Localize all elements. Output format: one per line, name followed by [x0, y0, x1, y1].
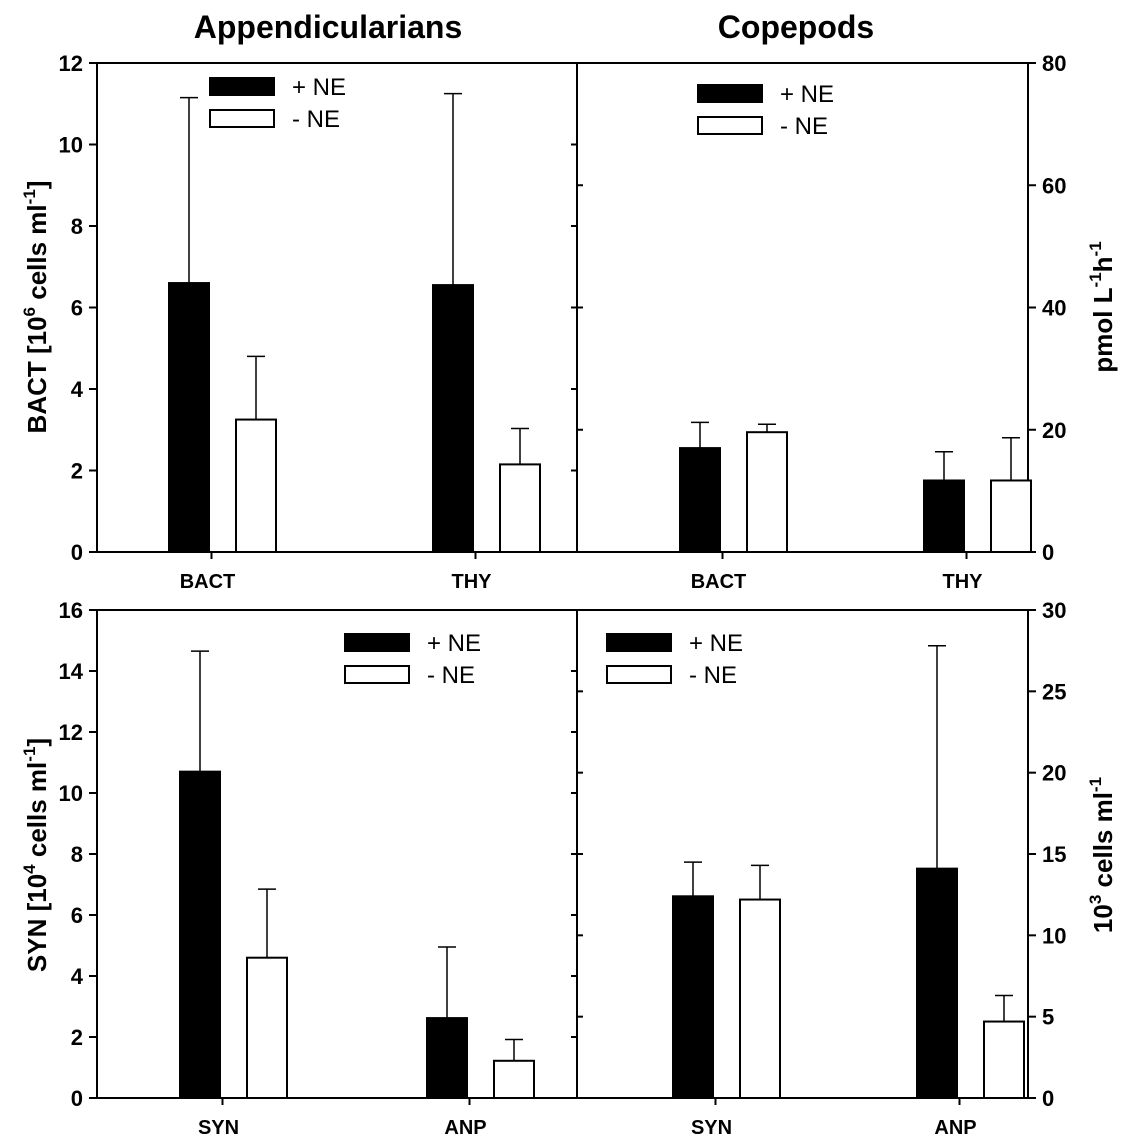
column-title-copepods: Copepods — [718, 9, 874, 45]
y-tick-label: 12 — [59, 51, 83, 76]
bar-plus-ne — [672, 895, 714, 1099]
legend-label-minus-ne: - NE — [427, 662, 475, 689]
plot-frame — [96, 609, 578, 1099]
bar-minus-ne — [499, 463, 541, 554]
y-tick-label: 80 — [1042, 51, 1066, 76]
y-tick-label: 60 — [1042, 173, 1066, 198]
y-tick-label: 0 — [71, 1086, 83, 1111]
legend-swatch-plus-ne — [606, 633, 672, 652]
bar-plus-ne — [179, 770, 221, 1100]
y-tick-label: 14 — [59, 659, 84, 684]
legend-swatch-minus-ne — [344, 665, 410, 684]
y-tick-label: 10 — [59, 781, 83, 806]
y-tick-label: 15 — [1042, 842, 1066, 867]
y-tick-label: 5 — [1042, 1005, 1054, 1030]
x-category-label: SYN — [198, 1117, 239, 1139]
panel-copepods-syn-anp: 0 5 10 15 20 25 30 SYN ANP + NE - NE — [576, 598, 1066, 1139]
y-tick-label: 16 — [59, 598, 83, 623]
legend-label-plus-ne: + NE — [780, 81, 834, 108]
x-category-label: SYN — [691, 1117, 732, 1139]
column-title-appendicularians: Appendicularians — [194, 9, 463, 45]
y-tick-label: 0 — [71, 540, 83, 565]
panel-appendicularians-syn-anp: 0 2 4 6 8 10 12 14 16 SYN ANP + NE - NE — [59, 598, 578, 1139]
legend: + NE - NE — [606, 630, 743, 689]
x-category-label: ANP — [444, 1117, 486, 1139]
legend-swatch-minus-ne — [697, 116, 763, 135]
y-tick-label: 12 — [59, 720, 83, 745]
bar-minus-ne — [746, 431, 788, 554]
y-axis-label-top-left: BACT [106 cells ml-1] — [20, 181, 52, 434]
x-category-label: BACT — [691, 571, 747, 593]
y-tick-label: 10 — [59, 133, 83, 158]
panel-appendicularians-bact-thy: 0 2 4 6 8 10 12 BACT THY + NE - NE — [59, 51, 578, 593]
y-tick-label: 2 — [71, 459, 83, 484]
bar-plus-ne — [679, 447, 721, 553]
bar-plus-ne — [916, 867, 958, 1100]
x-category-label: BACT — [180, 571, 236, 593]
legend-swatch-plus-ne — [697, 84, 763, 103]
legend: + NE - NE — [344, 630, 481, 689]
y-tick-label: 8 — [71, 214, 83, 239]
bar-minus-ne — [983, 1020, 1025, 1100]
legend-label-minus-ne: - NE — [689, 662, 737, 689]
bar-minus-ne — [235, 418, 277, 553]
bar-minus-ne — [739, 898, 781, 1100]
bar-plus-ne — [168, 282, 210, 553]
x-category-label: ANP — [934, 1117, 976, 1139]
bar-plus-ne — [426, 1017, 468, 1100]
y-tick-label: 6 — [71, 903, 83, 928]
legend-label-plus-ne: + NE — [689, 630, 743, 657]
legend-swatch-minus-ne — [606, 665, 672, 684]
y-tick-label: 40 — [1042, 296, 1066, 321]
y-axis-label-bottom-right: 103 cells ml-1 — [1086, 777, 1118, 933]
bar-plus-ne — [923, 479, 965, 554]
bar-minus-ne — [493, 1059, 535, 1100]
bar-plus-ne — [432, 284, 474, 553]
y-tick-label: 6 — [71, 296, 83, 321]
y-tick-label: 8 — [71, 842, 83, 867]
bar-minus-ne — [990, 479, 1032, 554]
legend-label-plus-ne: + NE — [427, 630, 481, 657]
x-category-label: THY — [943, 571, 984, 593]
y-axis-label-top-right: pmol L-1h-1 — [1086, 241, 1118, 372]
y-tick-label: 20 — [1042, 418, 1066, 443]
y-tick-label: 10 — [1042, 923, 1066, 948]
x-category-label: THY — [452, 571, 493, 593]
panel-copepods-bact-thy: 0 20 40 60 80 BACT THY + NE - NE — [576, 51, 1066, 593]
y-tick-label: 0 — [1042, 540, 1054, 565]
y-tick-label: 2 — [71, 1025, 83, 1050]
legend-swatch-plus-ne — [344, 633, 410, 652]
y-tick-label: 20 — [1042, 761, 1066, 786]
y-tick-label: 0 — [1042, 1086, 1054, 1111]
y-tick-label: 4 — [71, 377, 84, 402]
bar-minus-ne — [246, 956, 288, 1100]
legend-label-minus-ne: - NE — [780, 113, 828, 140]
legend: + NE - NE — [697, 81, 834, 140]
y-tick-label: 30 — [1042, 598, 1066, 623]
y-tick-label: 4 — [71, 964, 84, 989]
legend-swatch-minus-ne — [209, 109, 275, 128]
legend-label-plus-ne: + NE — [292, 74, 346, 101]
legend-swatch-plus-ne — [209, 77, 275, 96]
y-tick-label: 25 — [1042, 679, 1066, 704]
legend: + NE - NE — [209, 74, 346, 133]
legend-label-minus-ne: - NE — [292, 106, 340, 133]
y-axis-label-bottom-left: SYN [104 cells ml-1] — [20, 738, 52, 972]
